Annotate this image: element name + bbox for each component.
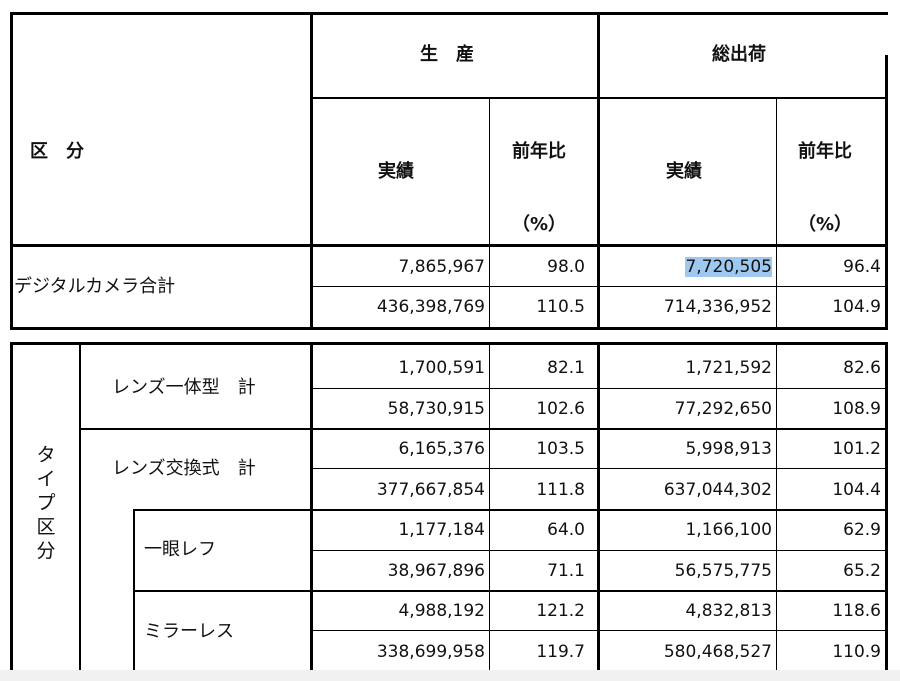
lower-ship-yoy-line [776,342,777,672]
g1-r2-ship-actual: 637,044,302 [663,480,772,500]
g1-r2-prod-yoy: 111.8 [536,480,585,500]
g0-r1-prod-actual: 1,700,591 [398,358,485,378]
g2-r2-ship-actual: 56,575,775 [674,561,772,581]
g0-r2-prod-yoy: 102.6 [536,399,585,419]
total-r1-ship-actual-highlight: 7,720,505 [685,257,772,277]
kubun-right-line [310,12,313,330]
g0-r1-prod-yoy: 82.1 [547,358,585,378]
g3-r2-prod-actual: 338,699,958 [376,642,485,662]
g2-r2-ship-yoy: 65.2 [843,561,881,581]
g0-r2-prod-actual: 58,730,915 [387,399,485,419]
ship-yoy-header: 前年比 [798,141,852,162]
prod-pct-header: （%） [512,214,567,235]
lower-top-border [10,342,888,345]
total-r1-ship-actual: 7,720,505 [603,256,772,278]
g3-r2-ship-actual: 580,468,527 [663,642,772,662]
g1-r1-ship-yoy: 101.2 [832,439,881,459]
g2-r1-ship-actual: 1,166,100 [685,520,772,540]
g1-r1-prod-actual: 6,165,376 [398,439,485,459]
prod-yoy-line [489,97,490,330]
total-r2-ship-actual: 714,336,952 [663,297,772,317]
g4-mid-line [310,630,888,631]
g2-r1-ship-yoy: 62.9 [843,520,881,540]
g1-r1-prod-yoy: 103.5 [536,439,585,459]
lower-prod-yoy-line [489,342,490,672]
g1-r2-ship-yoy: 104.4 [832,480,881,500]
type-label-char-5: 分 [36,540,56,562]
total-r2-prod-yoy: 110.5 [536,297,585,317]
g3-bottom-line [133,590,888,592]
g2-mid-line [310,468,888,469]
g3-r2-prod-yoy: 119.7 [536,642,585,662]
g2-r1-prod-actual: 1,177,184 [398,520,485,540]
total-r1-ship-yoy: 96.4 [843,257,881,277]
shipment-header: 総出荷 [712,44,766,65]
group-slr-label: 一眼レフ [144,539,216,560]
type-label-char-2: イ [36,468,56,490]
g0-r1-ship-actual: 1,721,592 [685,358,772,378]
kubun-header: 区 分 [30,141,84,162]
g1-bottom-line [79,428,888,430]
g2-bottom-line [133,509,888,511]
total-r2-ship-yoy: 104.9 [832,297,881,317]
g3-mid-line [310,550,888,551]
prod-yoy-header: 前年比 [512,141,566,162]
g0-r1-ship-yoy: 82.6 [843,358,881,378]
group-lens-integrated-label: レンズ一体型 計 [112,377,256,398]
g3-r1-ship-actual: 4,832,813 [685,601,772,621]
prod-actual-header: 実績 [378,161,414,182]
g2-r2-prod-actual: 38,967,896 [387,561,485,581]
total-label: デジタルカメラ合計 [14,276,176,297]
lower-right-border [885,342,888,672]
g1-r2-prod-actual: 377,667,854 [376,480,485,500]
type-col-right [79,342,81,672]
total-r1-prod-yoy: 98.0 [547,257,585,277]
g1-r1-ship-actual: 5,998,913 [685,439,772,459]
group-interchangeable-label: レンズ交換式 計 [112,458,256,479]
group-header-line [310,97,888,99]
type-label-char-3: プ [36,492,56,514]
g3-r1-prod-actual: 4,988,192 [398,601,485,621]
type-section-label: タ イ プ 区 分 [32,443,60,563]
type-label-char-1: タ [36,444,56,466]
g0-r2-ship-actual: 77,292,650 [674,399,772,419]
g2-r2-prod-yoy: 71.1 [547,561,585,581]
g1-mid-line [310,388,888,389]
total-r1-prod-actual: 7,865,967 [398,257,485,277]
ship-actual-header: 実績 [666,161,702,182]
type-label-char-4: 区 [36,516,56,538]
g2-r1-prod-yoy: 64.0 [547,520,585,540]
lower-label-right [310,342,313,672]
g0-r2-ship-yoy: 108.9 [832,399,881,419]
lower-left-border [10,342,13,672]
page-bottom-edge [0,670,900,681]
upper-left-border [10,12,13,330]
total-mid-line [310,286,888,287]
g3-r1-ship-yoy: 118.6 [832,601,881,621]
g3-r2-ship-yoy: 110.9 [832,642,881,662]
production-header: 生 産 [420,44,474,65]
ship-yoy-line [776,97,777,330]
g3-r1-prod-yoy: 121.2 [536,601,585,621]
upper-right-border [885,55,888,330]
upper-bottom-border [10,327,888,330]
total-r2-prod-actual: 436,398,769 [376,297,485,317]
ship-pct-header: （%） [798,214,853,235]
lower-group-divider [597,342,600,672]
group-divider-line [597,12,600,330]
group-mirrorless-label: ミラーレス [144,621,234,642]
upper-top-border [10,12,888,15]
header-bottom-line [10,244,888,247]
